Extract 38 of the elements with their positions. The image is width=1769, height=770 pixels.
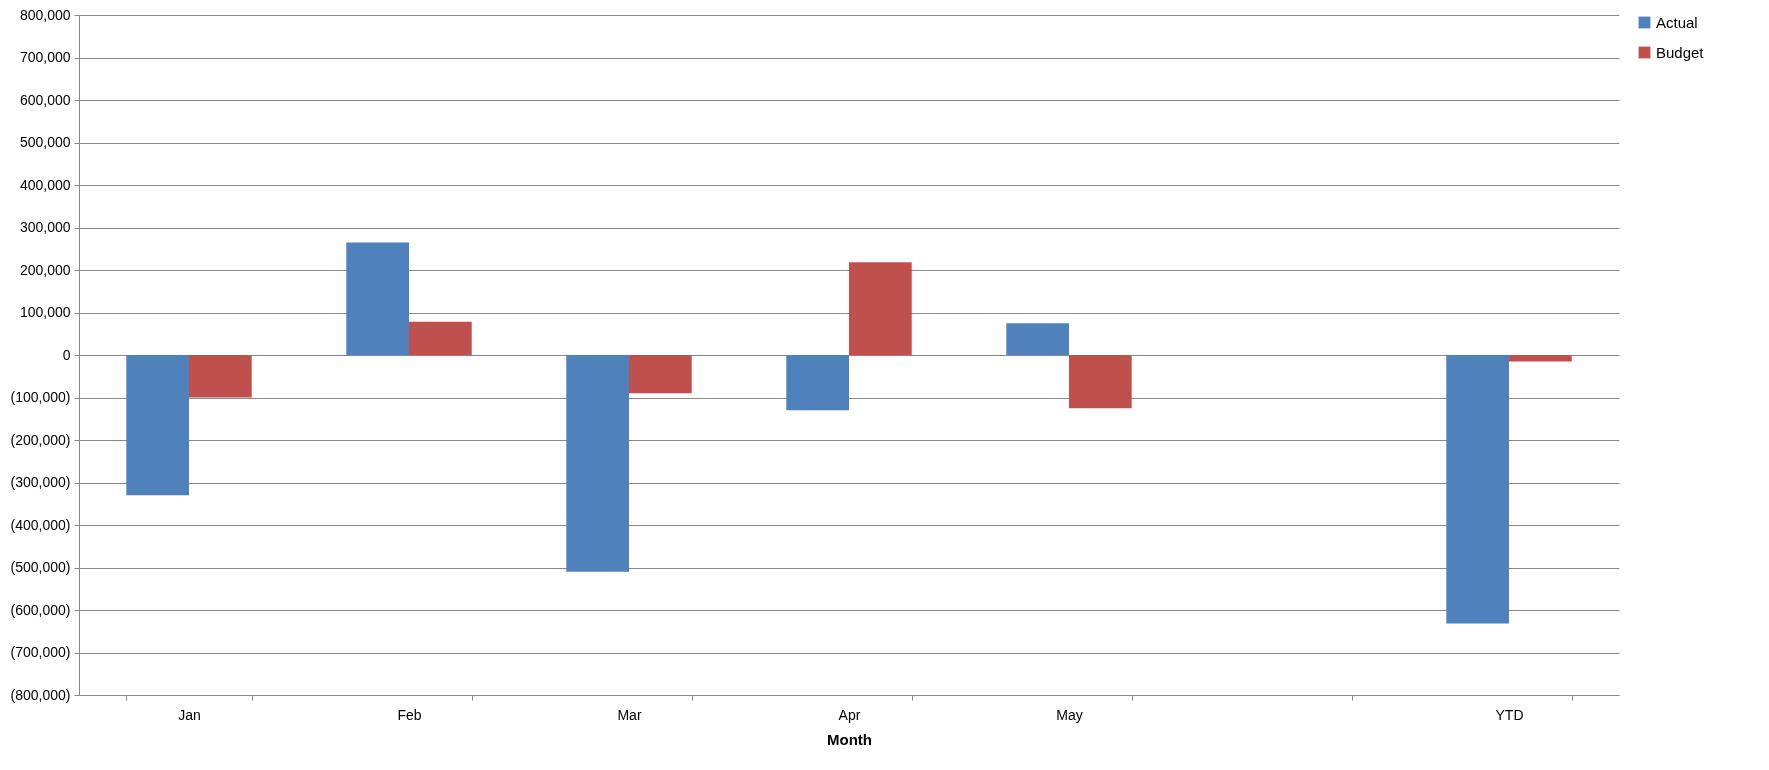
- y-tick-label: (700,000): [10, 644, 71, 660]
- bar: [849, 262, 912, 355]
- bar: [566, 355, 629, 572]
- x-tick-label: Feb: [397, 706, 422, 723]
- bar: [1069, 355, 1132, 409]
- y-tick-label: (100,000): [10, 389, 71, 405]
- legend-label: Actual: [1656, 13, 1698, 31]
- bar: [409, 321, 472, 355]
- x-tick-label: May: [1056, 706, 1083, 723]
- x-tick-label: YTD: [1495, 706, 1524, 723]
- bar: [126, 355, 189, 496]
- bar: [346, 242, 409, 355]
- y-tick-label: (300,000): [10, 474, 71, 490]
- y-tick-label: 700,000: [19, 49, 71, 65]
- y-tick-label: 400,000: [19, 176, 71, 193]
- y-tick-label: 200,000: [19, 261, 71, 278]
- bar: [1509, 355, 1572, 362]
- x-tick-label: Jan: [178, 706, 201, 723]
- x-tick-label: Apr: [838, 706, 861, 723]
- y-tick-label: (500,000): [10, 559, 71, 575]
- y-tick-label: 300,000: [19, 219, 71, 235]
- x-axis-title: Month: [827, 730, 872, 748]
- y-tick-label: 800,000: [19, 6, 71, 23]
- bar: [189, 355, 252, 398]
- y-tick-label: 100,000: [19, 304, 71, 320]
- y-tick-label: 500,000: [19, 134, 71, 150]
- bar: [786, 355, 849, 411]
- bar: [1006, 323, 1069, 355]
- x-tick-label: Mar: [617, 706, 642, 723]
- y-tick-label: (800,000): [10, 686, 71, 703]
- y-tick-label: (400,000): [10, 516, 71, 533]
- y-tick-label: (600,000): [10, 601, 71, 618]
- bar: [629, 355, 692, 394]
- y-tick-label: (200,000): [10, 431, 71, 448]
- bar: [1446, 355, 1509, 624]
- y-tick-label: 600,000: [19, 91, 71, 108]
- legend-label: Budget: [1656, 43, 1705, 61]
- y-tick-label: 0: [62, 346, 71, 363]
